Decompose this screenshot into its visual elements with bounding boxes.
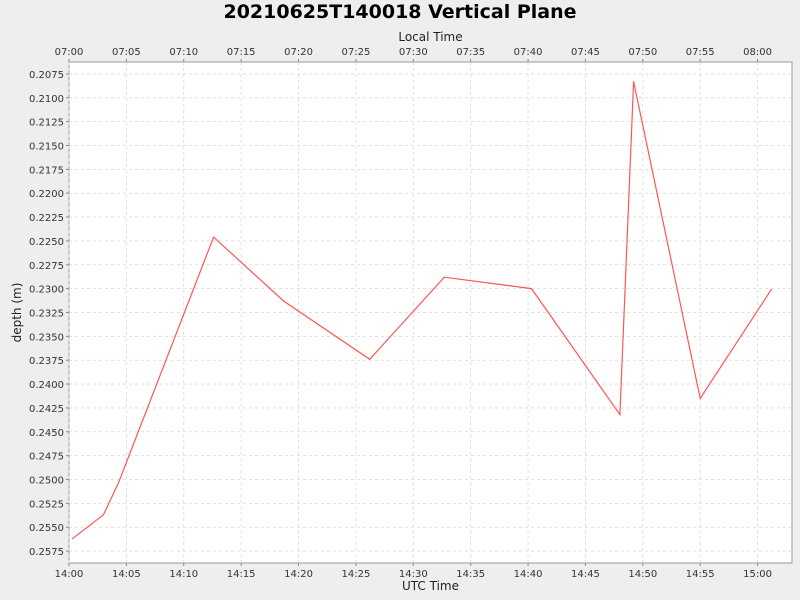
x-tick-label-local: 08:00 — [743, 47, 772, 58]
x-tick-label-local: 07:35 — [456, 47, 485, 58]
data-point — [283, 300, 285, 302]
x-tick-label-local: 07:10 — [169, 47, 198, 58]
data-point — [369, 358, 371, 360]
y-tick-label: 0.2525 — [29, 499, 64, 510]
x-tick-label-utc: 14:15 — [227, 569, 256, 580]
data-point — [633, 80, 635, 83]
x-tick-label-utc: 14:00 — [55, 569, 84, 580]
x-tick-label-utc: 14:45 — [571, 569, 600, 580]
y-tick-label: 0.2100 — [29, 94, 64, 105]
y-tick-label: 0.2325 — [29, 309, 64, 320]
x-tick-label-local: 07:00 — [55, 47, 84, 58]
y-tick-label: 0.2350 — [29, 332, 64, 343]
x-tick-label-utc: 14:55 — [686, 569, 715, 580]
data-point — [699, 397, 701, 399]
x-tick-label-utc: 14:40 — [514, 569, 543, 580]
y-tick-label: 0.2075 — [29, 70, 64, 81]
data-point — [443, 276, 445, 278]
y-tick-label: 0.2450 — [29, 428, 64, 439]
x-tick-label-local: 07:45 — [571, 47, 600, 58]
y-tick-label: 0.2225 — [29, 213, 64, 224]
y-tick-label: 0.2575 — [29, 547, 64, 558]
data-point — [102, 514, 105, 516]
data-point — [770, 288, 772, 291]
x-tick-label-utc: 14:20 — [284, 569, 313, 580]
x-tick-label-local: 07:55 — [686, 47, 715, 58]
x-tick-label-utc: 14:50 — [628, 569, 657, 580]
data-point — [213, 236, 215, 238]
y-tick-label: 0.2425 — [29, 404, 64, 415]
x-tick-label-utc: 14:35 — [456, 569, 485, 580]
top-axis-label: Local Time — [398, 30, 462, 44]
x-tick-label-utc: 14:25 — [341, 569, 370, 580]
x-tick-label-utc: 14:05 — [112, 569, 141, 580]
y-tick-label: 0.2550 — [29, 523, 64, 534]
y-tick-label: 0.2250 — [29, 237, 64, 248]
x-tick-label-local: 07:15 — [227, 47, 256, 58]
x-tick-label-local: 07:50 — [628, 47, 657, 58]
y-tick-label: 0.2175 — [29, 165, 64, 176]
y-tick-label: 0.2200 — [29, 189, 64, 200]
y-axis-label: depth (m) — [10, 283, 24, 343]
chart-title: 20210625T140018 Vertical Plane — [223, 1, 577, 23]
x-tick-label-utc: 15:00 — [743, 569, 772, 580]
x-tick-label-local: 07:25 — [341, 47, 370, 58]
data-point — [619, 414, 621, 416]
x-tick-label-local: 07:05 — [112, 47, 141, 58]
data-point — [530, 288, 533, 290]
y-tick-label: 0.2375 — [29, 356, 64, 367]
x-tick-label-utc: 14:30 — [399, 569, 428, 580]
x-tick-label-local: 07:30 — [399, 47, 428, 58]
y-tick-label: 0.2500 — [29, 476, 64, 487]
data-point — [71, 538, 74, 540]
data-point — [117, 482, 119, 484]
y-tick-label: 0.2300 — [29, 285, 64, 296]
y-tick-label: 0.2475 — [29, 452, 64, 463]
y-tick-label: 0.2150 — [29, 142, 64, 153]
y-tick-label: 0.2400 — [29, 380, 64, 391]
y-tick-label: 0.2125 — [29, 118, 64, 129]
x-tick-label-utc: 14:10 — [169, 569, 198, 580]
x-tick-label-local: 07:20 — [284, 47, 313, 58]
x-tick-label-local: 07:40 — [514, 47, 543, 58]
series-line — [72, 81, 772, 540]
y-tick-label: 0.2275 — [29, 261, 64, 272]
x-axis-label: UTC Time — [402, 579, 459, 593]
